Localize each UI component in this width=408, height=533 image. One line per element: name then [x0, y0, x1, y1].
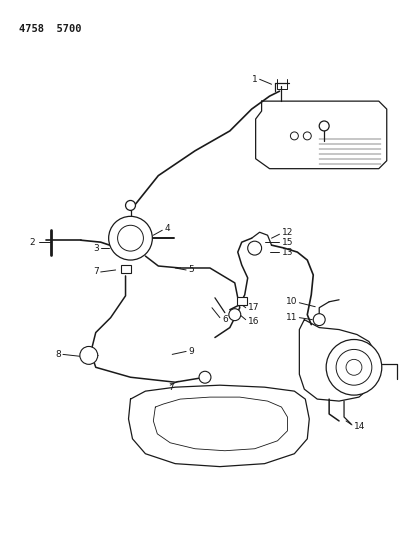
- Text: 8: 8: [55, 350, 61, 359]
- Circle shape: [303, 132, 311, 140]
- Circle shape: [229, 309, 241, 321]
- Circle shape: [319, 121, 329, 131]
- Text: 7: 7: [93, 268, 99, 277]
- Text: 14: 14: [354, 422, 365, 431]
- Text: 3: 3: [93, 244, 99, 253]
- Text: 9: 9: [188, 347, 194, 356]
- Circle shape: [126, 200, 135, 211]
- Circle shape: [336, 350, 372, 385]
- Bar: [237, 297, 247, 305]
- Text: 11: 11: [286, 313, 297, 322]
- Text: 12: 12: [282, 228, 293, 237]
- Text: 4758  5700: 4758 5700: [19, 23, 82, 34]
- Circle shape: [248, 241, 262, 255]
- Circle shape: [199, 372, 211, 383]
- Circle shape: [118, 225, 144, 251]
- Circle shape: [109, 216, 152, 260]
- Circle shape: [80, 346, 98, 365]
- Text: 1: 1: [252, 75, 257, 84]
- Text: 15: 15: [282, 238, 293, 247]
- Text: 10: 10: [286, 297, 297, 306]
- Text: 6: 6: [222, 315, 228, 324]
- Circle shape: [313, 314, 325, 326]
- Text: 4: 4: [164, 224, 170, 233]
- Text: 5: 5: [188, 265, 194, 274]
- Circle shape: [346, 359, 362, 375]
- Bar: [121, 265, 131, 273]
- Circle shape: [290, 132, 298, 140]
- Text: 17: 17: [248, 303, 259, 312]
- Text: 7: 7: [168, 383, 174, 392]
- Text: 13: 13: [282, 248, 293, 256]
- Text: 16: 16: [248, 317, 259, 326]
- Text: 2: 2: [29, 238, 35, 247]
- Circle shape: [326, 340, 382, 395]
